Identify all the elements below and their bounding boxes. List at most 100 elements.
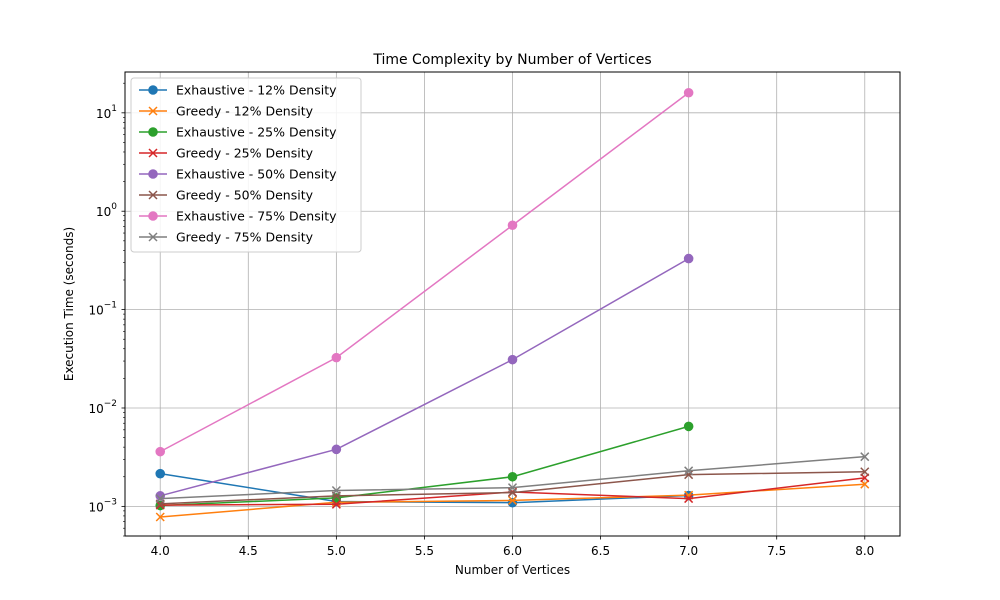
- x-tick-label: 6.5: [591, 544, 610, 558]
- y-tick-base: 10: [96, 107, 111, 121]
- y-tick-label: 101: [96, 104, 117, 121]
- legend-label: Greedy - 25% Density: [176, 146, 314, 161]
- marker-x: [684, 494, 694, 504]
- legend-entry: Exhaustive - 12% Density: [139, 83, 337, 98]
- marker-x-stroke: [148, 106, 158, 116]
- x-ticks: 4.0 4.5 5.0 5.5 6.0 6.5 7.0 7.5 8.0: [151, 536, 874, 558]
- marker-x-stroke: [860, 467, 870, 477]
- marker-circle: [507, 354, 518, 365]
- marker-x: [331, 485, 341, 496]
- marker-circle: [331, 352, 342, 363]
- marker-circle: [683, 421, 694, 432]
- marker-x: [155, 512, 165, 522]
- marker-x: [331, 499, 341, 509]
- y-tick-base: 10: [88, 304, 103, 318]
- marker-x-stroke: [155, 512, 165, 522]
- legend-label: Exhaustive - 75% Density: [176, 209, 337, 224]
- x-tick-label: 7.0: [679, 544, 698, 558]
- marker-x-stroke: [155, 494, 165, 504]
- series-line: [159, 92, 690, 453]
- marker-circle: [331, 444, 342, 455]
- y-tick-base: 10: [88, 402, 103, 416]
- marker-x: [148, 232, 158, 242]
- marker-x-stroke: [507, 495, 518, 505]
- legend: Exhaustive - 12% Density Greedy - 12% Den…: [130, 77, 362, 253]
- y-tick-exponent: −3: [104, 497, 117, 507]
- marker-x: [684, 470, 694, 480]
- marker-x-stroke: [331, 499, 341, 509]
- series: [155, 467, 870, 509]
- marker-circle: [148, 211, 158, 221]
- marker-circle: [148, 169, 158, 179]
- legend-label: Exhaustive - 12% Density: [176, 83, 337, 98]
- marker-x: [507, 483, 518, 493]
- marker-x: [684, 466, 694, 476]
- legend-label: Exhaustive - 50% Density: [176, 167, 337, 182]
- x-tick-label: 8.0: [855, 544, 874, 558]
- x-axis-label: Number of Vertices: [455, 563, 570, 577]
- y-tick-exponent: 0: [111, 202, 117, 212]
- y-tick-exponent: −2: [104, 399, 117, 409]
- series-layer: [155, 87, 870, 522]
- marker-x: [148, 190, 158, 200]
- y-tick-exponent: −1: [104, 301, 117, 311]
- series: [155, 87, 694, 457]
- marker-circle: [683, 253, 694, 264]
- marker-x-stroke: [148, 232, 158, 242]
- marker-x-stroke: [684, 466, 694, 476]
- x-tick-label: 4.5: [239, 544, 258, 558]
- x-tick-label: 5.5: [415, 544, 434, 558]
- legend-entry: Exhaustive - 75% Density: [139, 209, 337, 224]
- marker-circle: [155, 446, 166, 457]
- marker-circle: [148, 85, 158, 95]
- marker-x-stroke: [331, 485, 341, 496]
- series: [155, 253, 694, 501]
- legend-entry: Greedy - 75% Density: [139, 230, 314, 245]
- marker-x: [507, 495, 518, 505]
- series-line: [160, 472, 689, 504]
- legend-label: Greedy - 50% Density: [176, 188, 314, 203]
- y-tick-label: 100: [96, 202, 117, 219]
- marker-x: [155, 500, 165, 510]
- marker-x-stroke: [507, 483, 518, 493]
- y-tick-label: 10−1: [88, 301, 117, 318]
- legend-box: [130, 77, 362, 253]
- marker-circle: [683, 87, 694, 98]
- marker-x-stroke: [148, 148, 158, 158]
- legend-label: Exhaustive - 25% Density: [176, 125, 337, 140]
- marker-x: [148, 106, 158, 116]
- marker-x-stroke: [148, 190, 158, 200]
- legend-entry: Greedy - 25% Density: [139, 146, 314, 161]
- legend-entry: Exhaustive - 25% Density: [139, 125, 337, 140]
- y-axis-label: Execution Time (seconds): [62, 227, 76, 381]
- legend-entry: Exhaustive - 50% Density: [139, 167, 337, 182]
- x-tick-label: 6.0: [503, 544, 522, 558]
- y-tick-exponent: 1: [111, 104, 117, 114]
- marker-x-stroke: [860, 452, 870, 462]
- series-line: [160, 425, 689, 507]
- marker-x-stroke: [684, 470, 694, 480]
- marker-circle: [155, 468, 166, 479]
- x-tick-label: 7.5: [767, 544, 786, 558]
- y-tick-label: 10−3: [88, 497, 117, 514]
- chart-title: Time Complexity by Number of Vertices: [372, 52, 651, 68]
- marker-x: [860, 467, 870, 477]
- series-line: [160, 257, 690, 497]
- marker-x: [860, 452, 870, 462]
- y-tick-base: 10: [96, 205, 111, 219]
- marker-x: [148, 148, 158, 158]
- x-tick-label: 4.0: [151, 544, 170, 558]
- legend-entry: Greedy - 12% Density: [139, 104, 314, 119]
- y-tick-base: 10: [88, 500, 103, 514]
- legend-label: Greedy - 12% Density: [176, 104, 314, 119]
- marker-circle: [507, 471, 518, 482]
- marker-x-stroke: [684, 494, 694, 504]
- marker-circle: [507, 220, 518, 231]
- marker-x: [155, 494, 165, 504]
- y-tick-label: 10−2: [88, 399, 117, 416]
- x-tick-label: 5.0: [327, 544, 346, 558]
- marker-x-stroke: [155, 500, 165, 510]
- series: [155, 452, 870, 504]
